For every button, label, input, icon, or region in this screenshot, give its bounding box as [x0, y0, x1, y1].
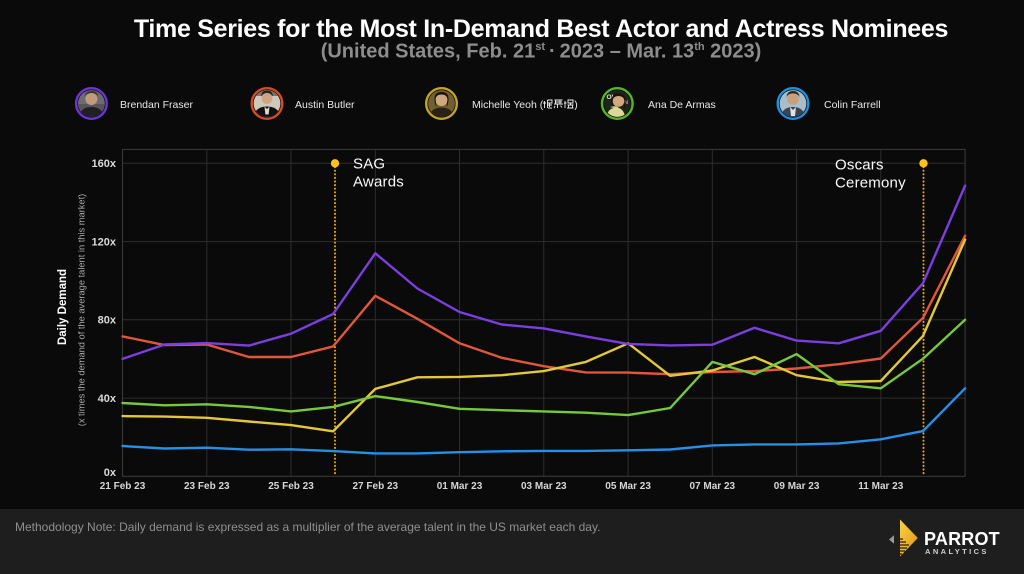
svg-text:21 Feb 23: 21 Feb 23 [100, 481, 146, 492]
svg-text:0x: 0x [104, 467, 117, 479]
svg-text:160x: 160x [92, 158, 117, 170]
svg-text:Daily Demand: Daily Demand [57, 269, 69, 345]
svg-text:Ceremony: Ceremony [835, 175, 906, 192]
svg-text:OL: OL [607, 94, 616, 101]
svg-text:23 Feb 23: 23 Feb 23 [184, 481, 230, 492]
svg-text:N: N [624, 100, 628, 106]
svg-text:03 Mar 23: 03 Mar 23 [521, 481, 567, 492]
svg-text:120x: 120x [92, 237, 117, 249]
svg-text:Awards: Awards [353, 174, 404, 191]
svg-text:05 Mar 23: 05 Mar 23 [605, 481, 651, 492]
svg-text:80x: 80x [98, 315, 117, 327]
svg-text:(x times the demand of the ave: (x times the demand of the average talen… [77, 194, 87, 427]
svg-text:07 Mar 23: 07 Mar 23 [690, 481, 736, 492]
svg-text:01 Mar 23: 01 Mar 23 [437, 481, 483, 492]
svg-text:SAG: SAG [353, 156, 385, 173]
svg-text:09 Mar 23: 09 Mar 23 [774, 481, 820, 492]
svg-text:Oscars: Oscars [835, 157, 884, 174]
svg-text:11 Mar 23: 11 Mar 23 [858, 481, 903, 492]
svg-text:27 Feb 23: 27 Feb 23 [353, 481, 399, 492]
svg-text:25 Feb 23: 25 Feb 23 [268, 481, 314, 492]
svg-text:40x: 40x [98, 393, 117, 405]
